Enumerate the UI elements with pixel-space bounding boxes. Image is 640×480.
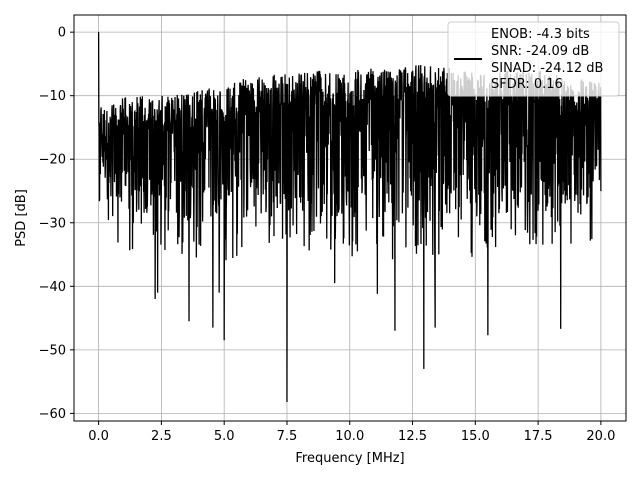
legend-sfdr: SFDR: 0.16 — [491, 77, 563, 92]
y-axis-label: PSD [dB] — [14, 189, 29, 247]
x-tick-label: 12.5 — [398, 429, 427, 444]
y-tick-label: 0 — [58, 26, 66, 41]
x-tick-label: 5.0 — [214, 429, 235, 444]
y-tick-label: −10 — [39, 89, 66, 104]
legend-snr: SNR: -24.09 dB — [491, 44, 589, 59]
x-tick-label: 15.0 — [461, 429, 490, 444]
y-axis: 0 −10 −20 −30 −40 −50 −60 — [39, 26, 74, 422]
y-tick-label: −20 — [39, 153, 66, 168]
x-tick-label: 10.0 — [335, 429, 364, 444]
legend-enob: ENOB: -4.3 bits — [491, 27, 590, 42]
x-axis: 0.0 2.5 5.0 7.5 10.0 12.5 15.0 17.5 20.0 — [88, 421, 615, 444]
x-tick-label: 17.5 — [524, 429, 553, 444]
legend: ENOB: -4.3 bits SNR: -24.09 dB SINAD: -2… — [447, 21, 620, 97]
x-tick-label: 20.0 — [586, 429, 615, 444]
y-tick-label: −40 — [39, 280, 66, 295]
x-tick-label: 7.5 — [277, 429, 298, 444]
legend-box — [447, 21, 620, 97]
x-tick-label: 2.5 — [151, 429, 172, 444]
x-tick-label: 0.0 — [88, 429, 109, 444]
y-tick-label: −30 — [39, 216, 66, 231]
y-tick-label: −50 — [39, 343, 66, 358]
y-tick-label: −60 — [39, 407, 66, 422]
legend-sinad: SINAD: -24.12 dB — [491, 61, 603, 76]
x-axis-label: Frequency [MHz] — [295, 451, 404, 466]
